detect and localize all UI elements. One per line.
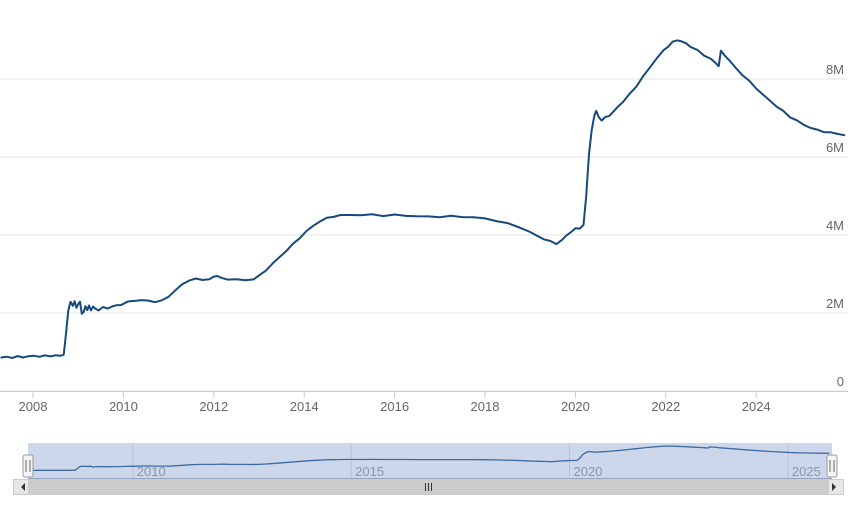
navigator-tick-label: 2010 <box>137 464 166 479</box>
triangle-right-icon <box>832 483 840 491</box>
navigator-right-handle[interactable] <box>826 454 838 478</box>
x-axis-tick-label: 2022 <box>651 399 680 414</box>
navigator-right-handle[interactable] <box>826 454 838 478</box>
x-axis-tick-label: 2016 <box>380 399 409 414</box>
y-axis-tick-label: 6M <box>826 140 844 155</box>
y-axis-tick-label: 2M <box>826 296 844 311</box>
y-axis-tick-label: 8M <box>826 62 844 77</box>
x-axis-tick-label: 2024 <box>742 399 771 414</box>
triangle-left-icon <box>17 483 25 491</box>
main-chart-plot-area[interactable]: 8M 6M 4M 2M 0 2008 2010 2012 2014 2016 2018 2020 202… <box>0 0 857 420</box>
series-line <box>0 39 846 359</box>
navigator-tick-label: 2025 <box>792 464 821 479</box>
navigator-left-handle[interactable] <box>22 454 34 478</box>
navigator-left-handle[interactable] <box>22 454 34 478</box>
navigator-tick-label: 2020 <box>574 464 603 479</box>
scrollbar[interactable] <box>13 479 844 495</box>
y-axis-tick-label: 4M <box>826 218 844 233</box>
scrollbar-thumb[interactable] <box>29 479 828 495</box>
scrollbar-left-button[interactable] <box>13 479 29 495</box>
x-axis-tick-label: 2010 <box>109 399 138 414</box>
navigator-series-line <box>28 445 830 472</box>
x-axis-tick-label: 2020 <box>561 399 590 414</box>
grip-lines-vertical-icon <box>425 483 432 491</box>
y-axis-tick-label: 0 <box>837 374 844 389</box>
navigator-selected-range[interactable] <box>28 443 832 479</box>
navigator-tick-label: 2015 <box>355 464 384 479</box>
x-axis-tick-label: 2014 <box>290 399 319 414</box>
navigator[interactable]: 2010 2015 2020 2025 <box>0 443 857 479</box>
x-axis-tick-label: 2012 <box>199 399 228 414</box>
x-axis-tick-label: 2018 <box>471 399 500 414</box>
scrollbar-right-button[interactable] <box>828 479 844 495</box>
x-axis-tick-label: 2008 <box>19 399 48 414</box>
